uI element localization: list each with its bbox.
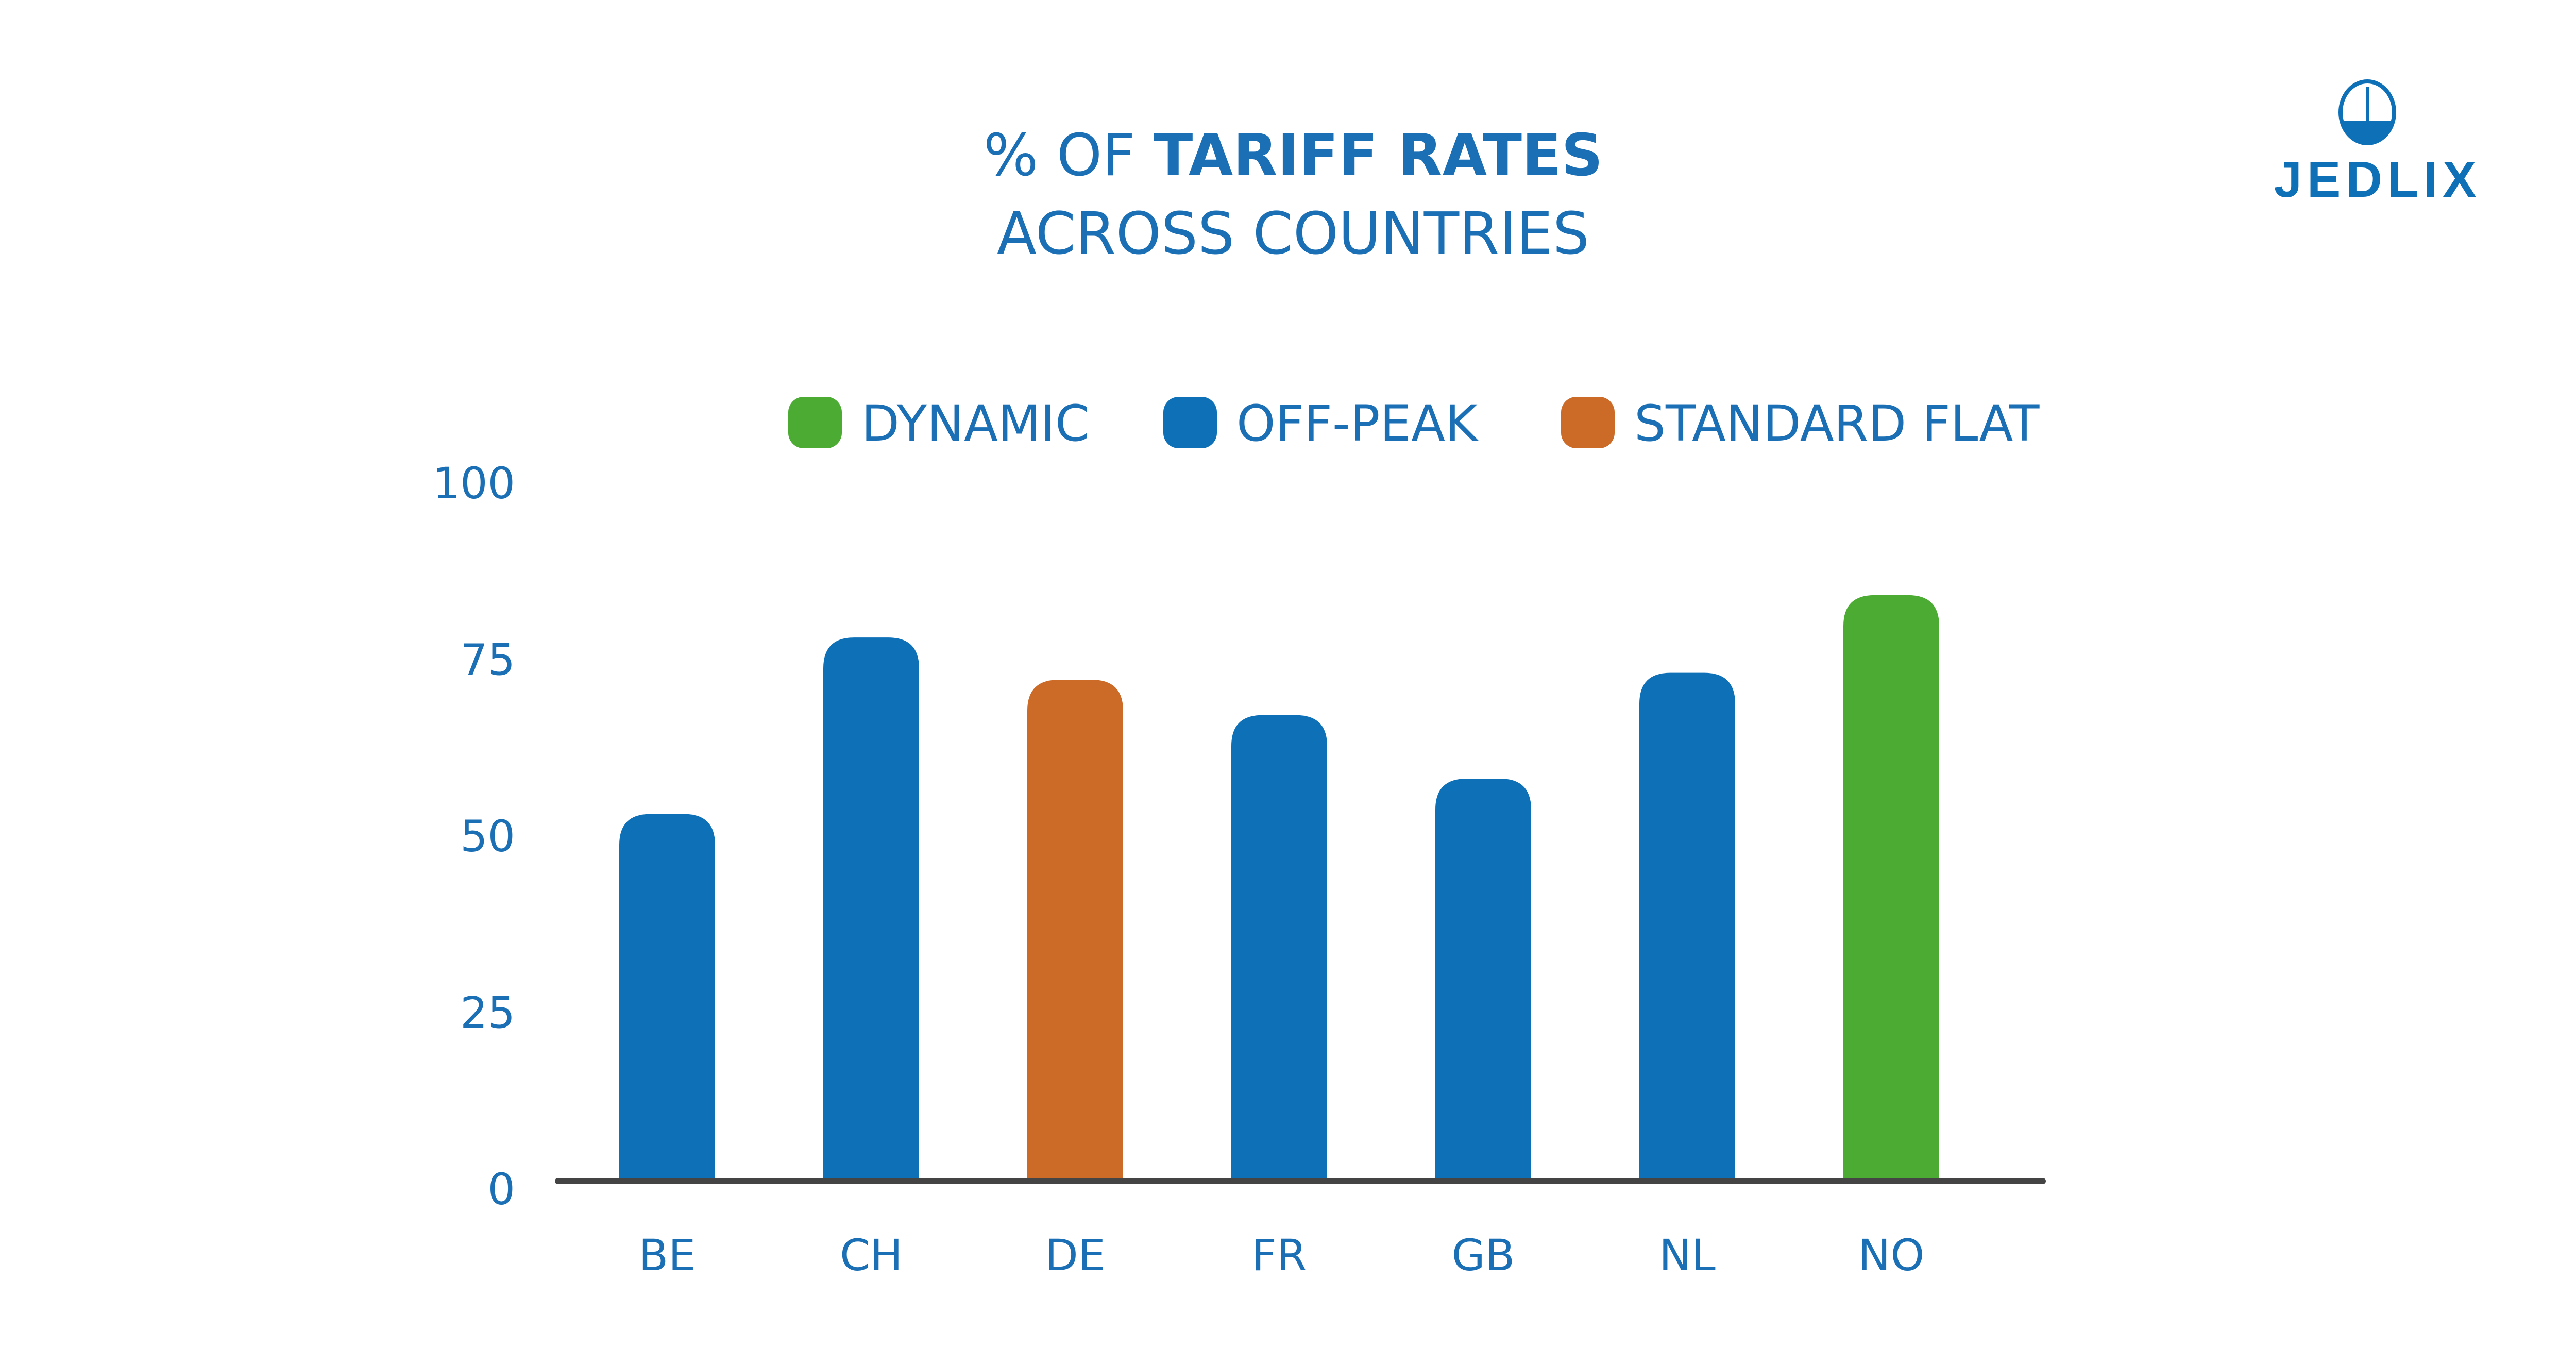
x-tick-label: BE: [639, 1230, 696, 1281]
chart-title: % OF TARIFF RATES: [984, 122, 1603, 189]
legend-label: OFF-PEAK: [1236, 395, 1479, 452]
y-tick-label: 100: [433, 458, 515, 509]
bar-gb: [1435, 779, 1531, 1181]
jedlix-logo: JEDLIX: [2274, 79, 2481, 208]
legend-swatch: [788, 397, 842, 448]
bar-be: [619, 814, 715, 1181]
y-tick-label: 25: [460, 988, 515, 1038]
y-tick-label: 50: [460, 811, 515, 862]
y-tick-label: 75: [460, 635, 515, 685]
legend-swatch: [1163, 397, 1217, 448]
x-tick-label: FR: [1252, 1230, 1307, 1281]
logo-text: JEDLIX: [2274, 151, 2481, 208]
chart-subtitle: ACROSS COUNTRIES: [997, 200, 1589, 267]
bars: [619, 595, 1939, 1181]
legend-label: DYNAMIC: [861, 395, 1090, 452]
x-tick-label: NO: [1858, 1230, 1925, 1281]
x-tick-label: CH: [840, 1230, 903, 1281]
title-bold: TARIFF RATES: [1154, 122, 1603, 189]
legend: DYNAMIC OFF-PEAK STANDARD FLAT: [788, 395, 2040, 452]
title-prefix: % OF: [984, 122, 1154, 189]
y-tick-label: 0: [488, 1164, 515, 1215]
x-axis: BE CH DE FR GB NL NO: [639, 1230, 1925, 1281]
legend-swatch: [1561, 397, 1615, 448]
bar-no: [1843, 595, 1939, 1181]
x-tick-label: NL: [1659, 1230, 1716, 1281]
x-tick-label: GB: [1452, 1230, 1515, 1281]
bar-fr: [1231, 715, 1327, 1181]
x-tick-label: DE: [1045, 1230, 1106, 1281]
bar-de: [1027, 680, 1123, 1181]
y-axis: 0 25 50 75 100: [433, 458, 515, 1215]
bar-nl: [1639, 672, 1735, 1181]
bar-ch: [823, 637, 919, 1181]
legend-label: STANDARD FLAT: [1634, 395, 2040, 452]
